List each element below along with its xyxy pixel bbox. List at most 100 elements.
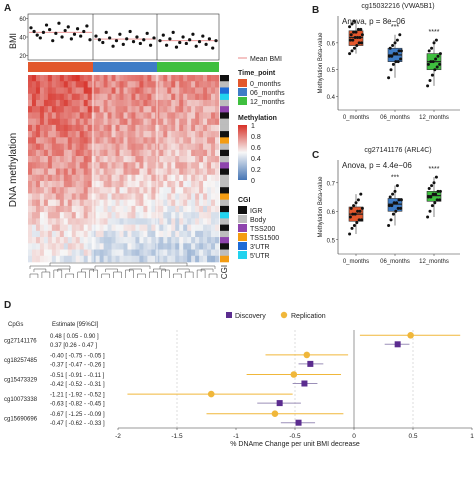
heatmap-cell [207, 87, 212, 94]
heatmap-cell [127, 249, 132, 257]
panel-c-point [358, 209, 362, 213]
forest-cpg-header: CpGs [8, 322, 23, 328]
heatmap-cell [31, 199, 37, 207]
heatmap-cell [83, 255, 88, 263]
heatmap-cell [127, 118, 132, 126]
heatmap-cell [215, 255, 220, 263]
heatmap-cell [35, 143, 41, 151]
heatmap-cell [163, 180, 168, 188]
heatmap-cell [127, 255, 132, 263]
heatmap-cell [91, 124, 96, 132]
heatmap-cell [171, 174, 176, 182]
panel-b-point [393, 41, 397, 45]
heatmap-cell [107, 255, 112, 263]
forest-replication-point [303, 351, 311, 359]
heatmap-cell [163, 249, 168, 257]
heatmap-cell [187, 218, 192, 225]
bmi-point [60, 35, 64, 39]
bmi-point [94, 34, 98, 38]
heatmap-cell [79, 212, 85, 219]
bmi-tick-label: 60 [19, 17, 26, 23]
heatmap-cell [95, 205, 100, 213]
heatmap-cell [163, 124, 168, 132]
heatmap-cell [175, 124, 180, 132]
cgi-annotation-cell [220, 87, 229, 94]
panel-b-point [358, 35, 362, 39]
heatmap-cell [155, 99, 160, 107]
heatmap-cell [39, 243, 45, 250]
time-point-legend-swatch [238, 88, 247, 96]
heatmap-cell [59, 131, 65, 138]
heatmap-cell [55, 174, 61, 182]
heatmap-cell [111, 174, 116, 182]
heatmap-cell [203, 156, 208, 163]
heatmap-cell [159, 218, 164, 225]
heatmap-cell [135, 118, 140, 126]
bmi-point [104, 30, 108, 34]
heatmap-cell [199, 93, 204, 101]
heatmap-cell [43, 193, 49, 200]
heatmap-cell [119, 131, 124, 138]
heatmap-cell [47, 156, 53, 163]
heatmap-cell [171, 93, 176, 101]
heatmap-cell [28, 87, 33, 94]
heatmap-cell [67, 137, 73, 144]
heatmap-cell [191, 212, 196, 219]
heatmap-cell [103, 199, 108, 207]
heatmap-cell [155, 162, 160, 169]
heatmap-cell [211, 212, 216, 219]
panel-label-c: C [312, 150, 319, 161]
heatmap-cell [159, 205, 164, 213]
forest-cpg-label: cg18257485 [4, 358, 38, 364]
panel-c-point [430, 204, 434, 208]
panel-c-point [434, 192, 438, 196]
heatmap-cell [59, 124, 65, 132]
panel-b-point [348, 52, 352, 56]
heatmap-cell [147, 224, 152, 232]
heatmap-cell [163, 118, 168, 126]
heatmap-cell [55, 199, 61, 207]
heatmap-cell [167, 199, 172, 207]
heatmap-cell [215, 224, 220, 232]
heatmap-cell [143, 243, 148, 250]
heatmap-cell [143, 187, 148, 194]
heatmap-cell [179, 99, 184, 107]
heatmap-cell [183, 149, 188, 157]
heatmap-cell [107, 149, 112, 157]
heatmap-cell [119, 137, 124, 144]
heatmap-cell [55, 93, 61, 101]
dendrogram-branch [184, 271, 194, 278]
heatmap-cell [175, 212, 180, 219]
heatmap-cell [143, 230, 148, 238]
heatmap-cell [79, 218, 85, 225]
heatmap-cell [47, 106, 53, 113]
heatmap-cell [103, 162, 108, 169]
heatmap-cell [115, 174, 120, 182]
panel-b-anova-annotation: Anova, p = 8e−06 [342, 17, 406, 26]
panel-c-point [357, 218, 361, 222]
bmi-point [207, 37, 212, 41]
bmi-point [135, 35, 139, 39]
bmi-point [32, 29, 36, 34]
heatmap-cell [79, 168, 85, 176]
heatmap-cell [203, 143, 208, 151]
heatmap-cell [99, 137, 104, 144]
heatmap-cell [31, 193, 37, 200]
heatmap-cell [87, 143, 92, 151]
heatmap-cell [99, 131, 104, 138]
heatmap-cell [59, 193, 65, 200]
heatmap-cell [171, 180, 176, 188]
heatmap-cell [75, 180, 81, 188]
heatmap-cell [43, 249, 49, 257]
heatmap-cell [95, 156, 100, 163]
heatmap-cell [179, 199, 184, 207]
heatmap-cell [147, 199, 152, 207]
heatmap-cell [115, 205, 120, 213]
panel-b-y-tick-label: 0.6 [327, 41, 336, 47]
heatmap-cell [107, 193, 112, 200]
heatmap-cell [95, 149, 100, 157]
heatmap-cell [159, 143, 164, 151]
heatmap-cell [179, 162, 184, 169]
heatmap-cell [87, 81, 92, 88]
heatmap-cell [159, 212, 164, 219]
